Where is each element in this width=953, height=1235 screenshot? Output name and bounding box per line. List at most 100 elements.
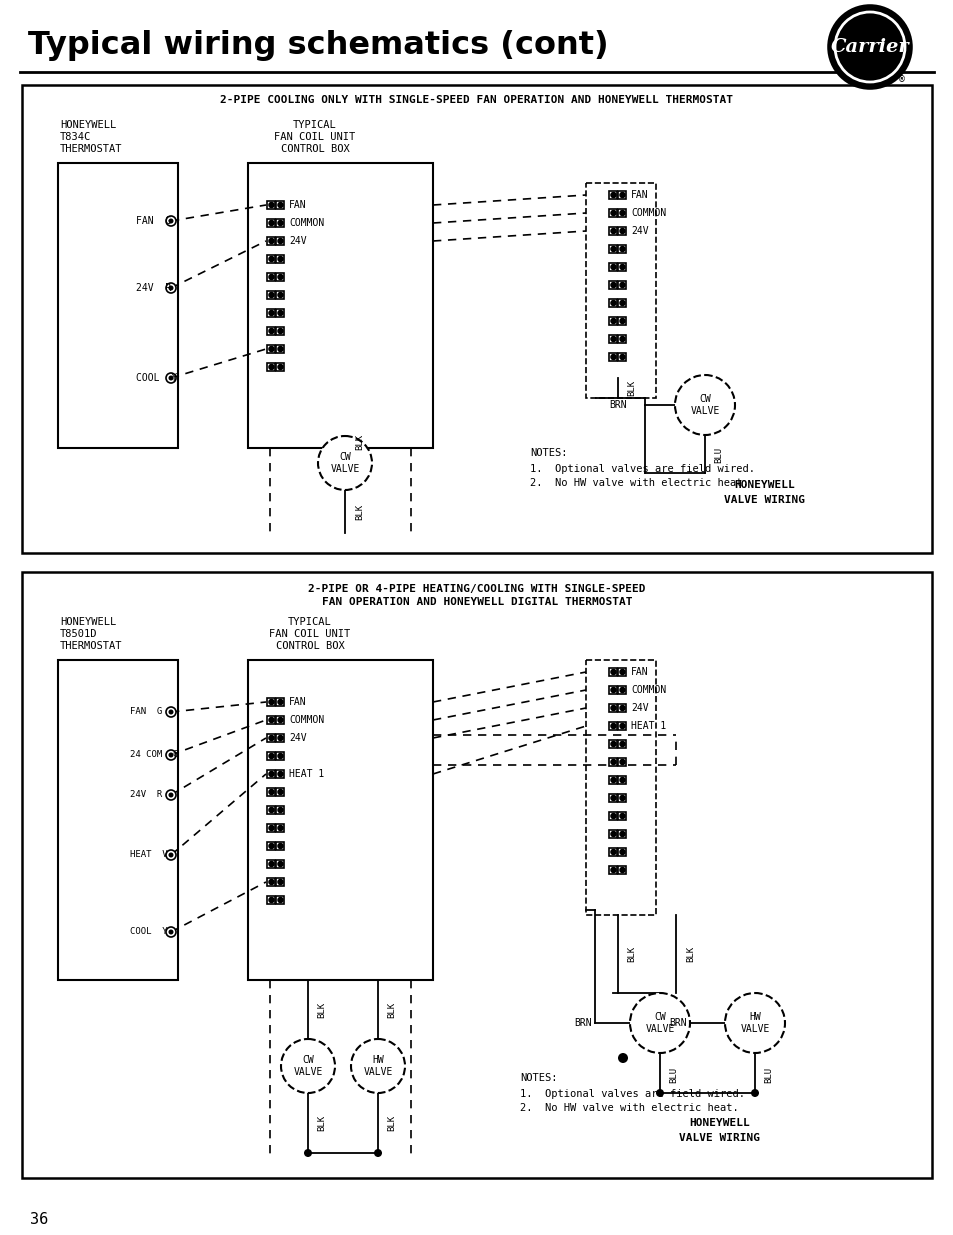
Text: BRN: BRN: [669, 1018, 686, 1028]
Circle shape: [277, 274, 283, 279]
Text: CW
VALVE: CW VALVE: [293, 1055, 322, 1077]
Circle shape: [619, 741, 624, 747]
Text: FAN: FAN: [289, 697, 306, 706]
Bar: [618, 830, 626, 839]
Bar: [609, 209, 617, 217]
Bar: [276, 309, 284, 317]
Bar: [276, 716, 284, 724]
Circle shape: [610, 228, 616, 233]
Circle shape: [610, 688, 616, 693]
Text: BLU: BLU: [668, 1067, 678, 1083]
Text: 2-PIPE OR 4-PIPE HEATING/COOLING WITH SINGLE-SPEED: 2-PIPE OR 4-PIPE HEATING/COOLING WITH SI…: [308, 584, 645, 594]
Circle shape: [834, 12, 904, 82]
Text: BLK: BLK: [316, 1115, 326, 1131]
Circle shape: [277, 753, 283, 758]
Text: FAN: FAN: [630, 190, 648, 200]
Circle shape: [169, 852, 173, 857]
Circle shape: [724, 993, 784, 1053]
Bar: [267, 345, 275, 353]
Circle shape: [166, 750, 175, 760]
Text: BLK: BLK: [685, 946, 695, 962]
Circle shape: [277, 789, 283, 794]
Circle shape: [269, 364, 274, 369]
Circle shape: [619, 831, 624, 836]
Text: COOL  Y: COOL Y: [130, 927, 168, 936]
Bar: [609, 317, 617, 325]
Circle shape: [269, 844, 274, 848]
Text: COMMON: COMMON: [630, 207, 665, 219]
Bar: [267, 716, 275, 724]
Bar: [276, 273, 284, 282]
Text: TYPICAL: TYPICAL: [288, 618, 332, 627]
Text: BLK: BLK: [387, 1002, 395, 1018]
Circle shape: [610, 354, 616, 359]
Circle shape: [277, 293, 283, 298]
Circle shape: [610, 850, 616, 855]
Circle shape: [610, 669, 616, 674]
Bar: [267, 327, 275, 335]
Text: BLK: BLK: [626, 946, 636, 962]
Bar: [618, 722, 626, 730]
Text: VALVE WIRING: VALVE WIRING: [723, 495, 804, 505]
Text: 24 COM  C: 24 COM C: [130, 751, 178, 760]
Bar: [267, 363, 275, 370]
Bar: [276, 201, 284, 209]
Circle shape: [610, 264, 616, 269]
Bar: [609, 776, 617, 784]
Bar: [276, 327, 284, 335]
Text: HEAT 1: HEAT 1: [630, 721, 665, 731]
Bar: [276, 897, 284, 904]
Circle shape: [169, 709, 173, 715]
Bar: [618, 317, 626, 325]
Text: BLK: BLK: [316, 1002, 326, 1018]
Text: BLK: BLK: [355, 504, 364, 520]
Circle shape: [269, 274, 274, 279]
Text: T834C: T834C: [60, 132, 91, 142]
Bar: [276, 363, 284, 370]
Circle shape: [269, 808, 274, 813]
Bar: [267, 769, 275, 778]
Bar: [248, 163, 433, 448]
Text: FAN: FAN: [289, 200, 306, 210]
Text: NOTES:: NOTES:: [530, 448, 567, 458]
Circle shape: [169, 930, 173, 935]
Text: HONEYWELL: HONEYWELL: [60, 618, 116, 627]
Bar: [609, 848, 617, 856]
Text: 24V  R: 24V R: [130, 790, 162, 799]
Circle shape: [269, 862, 274, 867]
Circle shape: [269, 898, 274, 903]
Circle shape: [610, 705, 616, 710]
Bar: [267, 860, 275, 868]
Text: CW
VALVE: CW VALVE: [690, 394, 719, 416]
Text: FAN COIL UNIT: FAN COIL UNIT: [274, 132, 355, 142]
Circle shape: [619, 724, 624, 729]
Bar: [267, 291, 275, 299]
Circle shape: [317, 436, 372, 490]
Text: COMMON: COMMON: [630, 685, 665, 695]
Bar: [267, 788, 275, 797]
Text: HONEYWELL: HONEYWELL: [689, 1118, 750, 1128]
Bar: [276, 291, 284, 299]
Circle shape: [619, 354, 624, 359]
Text: 24V: 24V: [289, 236, 306, 246]
Bar: [22, 85, 931, 553]
Circle shape: [610, 795, 616, 800]
Bar: [585, 659, 656, 915]
Circle shape: [610, 831, 616, 836]
Bar: [276, 842, 284, 850]
Bar: [618, 848, 626, 856]
Bar: [609, 830, 617, 839]
Circle shape: [619, 867, 624, 873]
Circle shape: [277, 364, 283, 369]
Circle shape: [610, 778, 616, 783]
Text: COMMON: COMMON: [289, 715, 324, 725]
Bar: [618, 704, 626, 713]
Circle shape: [610, 210, 616, 216]
Circle shape: [269, 220, 274, 226]
Bar: [618, 299, 626, 308]
Text: THERMOSTAT: THERMOSTAT: [60, 144, 122, 154]
Bar: [609, 668, 617, 676]
Circle shape: [610, 193, 616, 198]
Bar: [58, 163, 178, 448]
Circle shape: [619, 850, 624, 855]
